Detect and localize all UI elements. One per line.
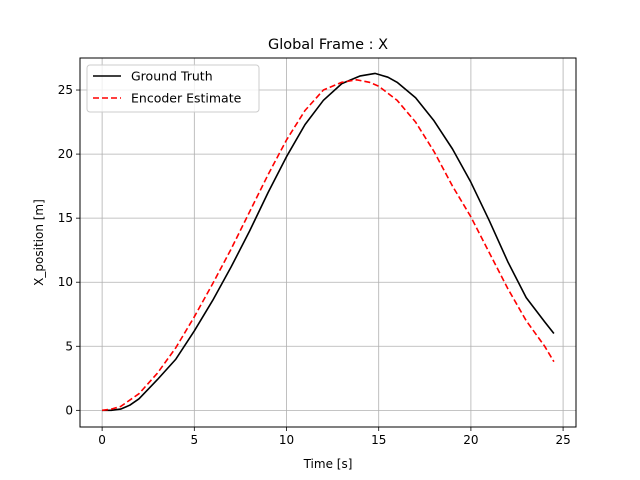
y-tick-label: 5 (65, 339, 73, 353)
y-axis-label: X_position [m] (32, 199, 46, 286)
x-tick-label: 20 (463, 433, 478, 447)
y-tick-label: 25 (58, 83, 73, 97)
x-tick-label: 15 (371, 433, 386, 447)
x-tick-label: 0 (98, 433, 106, 447)
series-line-ground-truth (102, 72, 555, 412)
y-tick-label: 0 (65, 403, 73, 417)
legend: Ground Truth Encoder Estimate (86, 64, 260, 113)
series-layer (101, 72, 555, 412)
x-axis-label: Time [s] (303, 457, 353, 471)
series-line-encoder-estimate (101, 79, 555, 412)
x-tick-label: 10 (279, 433, 294, 447)
x-tick-label: 25 (555, 433, 570, 447)
axis-ticks: 0 5 10 15 20 25 0 5 10 15 20 25 (58, 83, 571, 447)
legend-label-ground-truth: Ground Truth (131, 69, 213, 84)
legend-label-encoder-estimate: Encoder Estimate (131, 91, 242, 106)
y-tick-label: 15 (58, 211, 73, 225)
grid-lines (80, 58, 576, 427)
chart-title: Global Frame : X (268, 37, 388, 53)
plot-frame (79, 57, 577, 428)
y-tick-label: 20 (58, 147, 73, 161)
y-tick-label: 10 (58, 275, 73, 289)
x-tick-label: 5 (190, 433, 198, 447)
legend-box (86, 64, 260, 113)
